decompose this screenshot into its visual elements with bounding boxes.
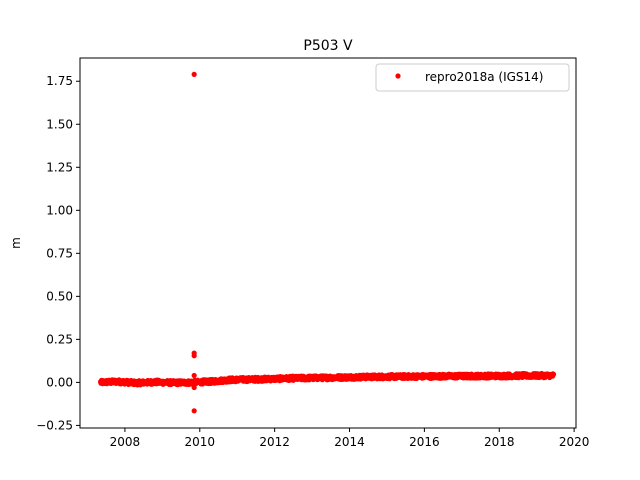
y-tick-label: 1.25 (46, 160, 73, 174)
data-points (97, 71, 557, 414)
y-tick-label: 0.00 (46, 375, 73, 389)
y-tick-label: 1.00 (46, 203, 73, 217)
y-tick-label: 1.75 (46, 74, 73, 88)
outlier-point (191, 71, 197, 77)
y-tick-label: 0.50 (46, 289, 73, 303)
x-tick-label: 2008 (110, 435, 141, 449)
outlier-point (191, 353, 197, 359)
legend-box (375, 63, 570, 92)
y-tick-label: 0.75 (46, 246, 73, 260)
x-tick-label: 2020 (559, 435, 590, 449)
x-tick-label: 2010 (185, 435, 216, 449)
y-tick-label: 1.50 (46, 117, 73, 131)
y-axis-label: m (9, 237, 23, 249)
outlier-point (191, 384, 197, 391)
data-point (550, 371, 557, 377)
x-tick-label: 2012 (259, 435, 290, 449)
chart-title: P503 V (303, 38, 353, 54)
x-tick-label: 2014 (334, 435, 365, 449)
plot-frame (79, 57, 577, 429)
legend-marker (395, 73, 401, 79)
legend-label: repro2018a (IGS14) (425, 70, 543, 84)
legend: repro2018a (IGS14) (375, 63, 570, 92)
x-axis: 2008 2010 2012 2014 2016 2018 2020 (110, 428, 590, 449)
outlier-point (191, 372, 197, 379)
y-tick-label: −0.25 (36, 418, 73, 432)
x-tick-label: 2018 (484, 435, 515, 449)
y-tick-label: 0.25 (46, 332, 73, 346)
x-tick-label: 2016 (409, 435, 440, 449)
y-axis: −0.25 0.00 0.25 0.50 0.75 1.00 1.25 1.50 1.75 (36, 74, 80, 432)
outlier-point (191, 408, 197, 414)
